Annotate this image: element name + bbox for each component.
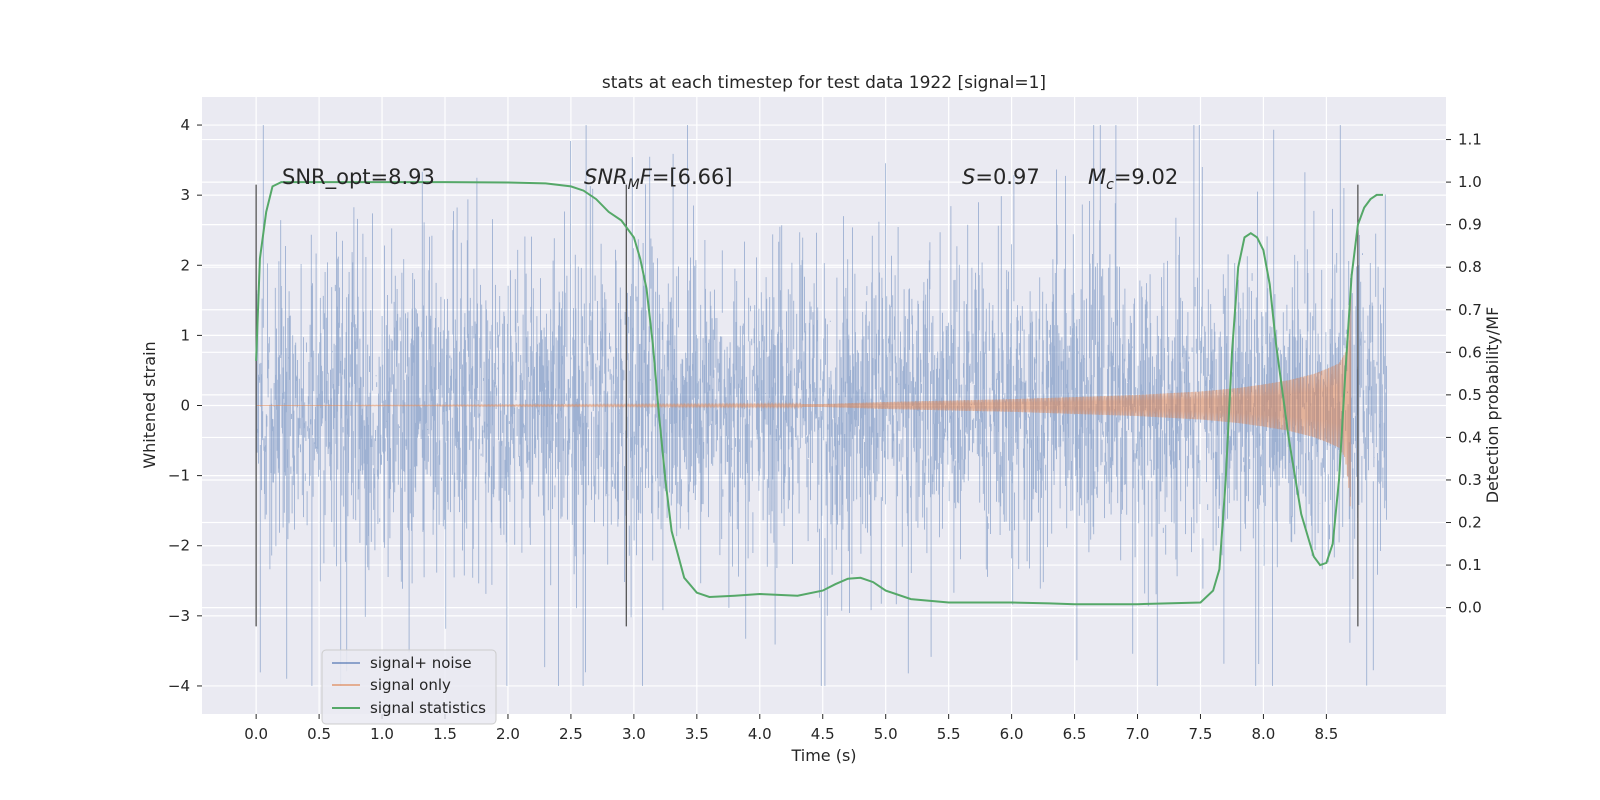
annotations: SNR_opt=8.93 SNRMF=[6.66] S=0.97 Mc=9.02 xyxy=(282,165,1178,193)
annotation-snr-mf: SNRMF=[6.66] xyxy=(584,165,733,193)
x-tick-label-8: 4.0 xyxy=(748,725,772,743)
y-right-tick-label-6: 0.5 xyxy=(1458,386,1482,404)
y-tick-label-6: −2 xyxy=(168,537,190,555)
y-tick-label-0: 4 xyxy=(180,116,190,134)
y-right-axis-title: Detection probability/MF xyxy=(1483,307,1502,504)
chart-title: stats at each timestep for test data 192… xyxy=(602,73,1046,93)
x-axis-title: Time (s) xyxy=(790,746,856,765)
x-tick-label-14: 7.0 xyxy=(1126,725,1150,743)
y-right-tick-label-3: 0.8 xyxy=(1458,258,1482,276)
legend-label-signal-noise: signal+ noise xyxy=(370,654,472,672)
legend: signal+ noise signal only signal statist… xyxy=(321,649,497,725)
x-tick-label-0: 0.0 xyxy=(244,725,268,743)
annotation-snr-mf-main: SNR xyxy=(584,165,628,189)
annotation-snr-opt: SNR_opt=8.93 xyxy=(282,165,435,190)
y-tick-label-3: 1 xyxy=(180,326,190,344)
y-right-tick-label-2: 0.9 xyxy=(1458,216,1482,234)
y-tick-label-7: −3 xyxy=(168,607,190,625)
series-signal-only xyxy=(256,294,1352,507)
y-right-tick-label-1: 1.0 xyxy=(1458,173,1482,191)
y-tick-label-8: −4 xyxy=(168,677,190,695)
legend-label-signal-statistics: signal statistics xyxy=(370,699,486,717)
y-tick-label-4: 0 xyxy=(180,397,190,415)
y-right-tick-label-8: 0.3 xyxy=(1458,471,1482,489)
annotation-snr-mf-value: [6.66] xyxy=(669,165,732,189)
y-axis-title: Whitened strain xyxy=(140,341,159,468)
annotation-s-score: S=0.97 xyxy=(962,165,1040,189)
y-right-tick-label-7: 0.4 xyxy=(1458,428,1482,446)
annotation-s-score-main: S xyxy=(962,165,975,189)
x-tick-label-11: 5.5 xyxy=(937,725,961,743)
x-tick-label-12: 6.0 xyxy=(1000,725,1024,743)
x-tick-label-6: 3.0 xyxy=(622,725,646,743)
annotation-s-score-value: =0.97 xyxy=(975,165,1039,189)
x-tick-label-13: 6.5 xyxy=(1063,725,1087,743)
x-tick-label-1: 0.5 xyxy=(307,725,331,743)
x-tick-label-9: 4.5 xyxy=(811,725,835,743)
x-tick-label-15: 7.5 xyxy=(1189,725,1213,743)
y-tick-label-2: 2 xyxy=(180,256,190,274)
y-right-tick-label-11: 0.0 xyxy=(1458,599,1482,617)
annotation-snr-mf-sub: M xyxy=(628,177,640,193)
legend-box xyxy=(321,649,497,725)
x-tick-label-3: 1.5 xyxy=(433,725,457,743)
annotation-chirp-mass-sub: c xyxy=(1106,177,1114,193)
y-right-tick-label-5: 0.6 xyxy=(1458,343,1482,361)
x-tick-label-10: 5.0 xyxy=(874,725,898,743)
y-tick-label-1: 3 xyxy=(180,186,190,204)
y-right-tick-label-0: 1.1 xyxy=(1458,131,1482,149)
y-right-tick-label-9: 0.2 xyxy=(1458,514,1482,532)
y-right-tick-label-10: 0.1 xyxy=(1458,556,1482,574)
x-tick-label-17: 8.5 xyxy=(1314,725,1338,743)
legend-label-signal-only: signal only xyxy=(370,676,451,694)
y-right-tick-label-4: 0.7 xyxy=(1458,301,1482,319)
x-tick-label-5: 2.5 xyxy=(559,725,583,743)
x-tick-label-7: 3.5 xyxy=(685,725,709,743)
annotation-snr-mf-tail: F= xyxy=(640,165,670,189)
series-signal-statistics xyxy=(255,181,1383,606)
x-tick-label-2: 1.0 xyxy=(370,725,394,743)
y-tick-label-5: −1 xyxy=(168,467,190,485)
x-tick-label-16: 8.0 xyxy=(1251,725,1275,743)
annotation-chirp-mass: Mc=9.02 xyxy=(1088,165,1178,193)
annotation-chirp-mass-value: =9.02 xyxy=(1114,165,1178,189)
annotation-chirp-mass-main: M xyxy=(1088,165,1106,189)
x-tick-label-4: 2.0 xyxy=(496,725,520,743)
